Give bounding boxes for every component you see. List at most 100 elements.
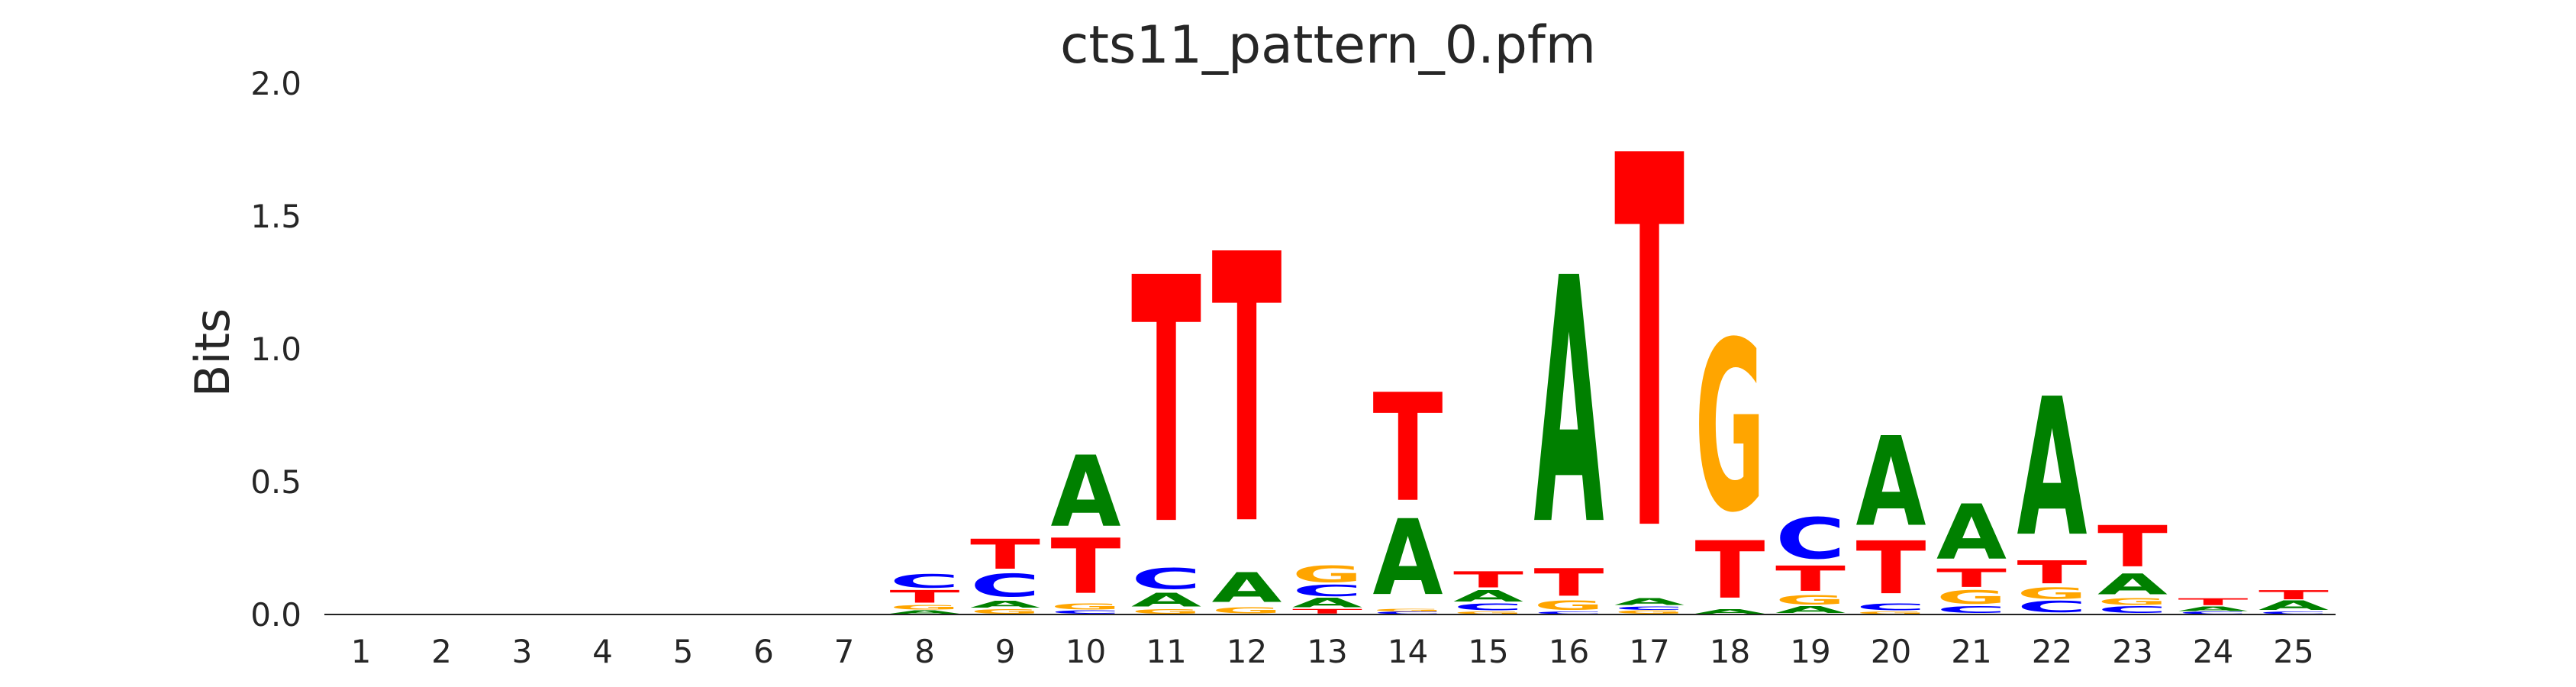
logo-letter-C: C [1775, 506, 1846, 572]
logo-letter-C: C [1453, 602, 1523, 612]
y-axis-ticks: 0.0 0.5 1.0 1.5 2.0 [250, 65, 301, 634]
x-tick-label: 23 [2112, 633, 2152, 670]
logo-letter-T: T [1212, 177, 1283, 607]
y-tick-label: 1.0 [250, 331, 301, 368]
logo-letter-A: A [1051, 436, 1121, 550]
logo-letter-A: A [2178, 605, 2249, 613]
logo-letter-G: G [1856, 611, 1926, 615]
x-tick-label: 5 [673, 633, 694, 670]
logo-letter-C: C [1614, 605, 1685, 611]
logo-letter-T: T [2017, 554, 2088, 591]
logo-letter-C: C [2178, 611, 2249, 615]
x-tick-label: 8 [914, 633, 935, 670]
logo-letter-A: A [1775, 605, 1846, 615]
logo-letter-G: G [970, 608, 1040, 615]
logo-letter-C: C [1373, 611, 1443, 615]
x-tick-label: 7 [834, 633, 855, 670]
logo-letter-A: A [1695, 608, 1765, 615]
y-tick-label: 0.5 [250, 463, 301, 501]
logo-letter-T: T [2258, 588, 2329, 602]
logo-letter-A: A [1212, 563, 1282, 611]
x-tick-label: 19 [1790, 633, 1830, 670]
logo-letter-G: G [1051, 602, 1121, 611]
logo-letter-A: A [890, 609, 960, 614]
chart-title: cts11_pattern_0.pfm [1060, 15, 1596, 76]
logo-letter-G: G [1695, 292, 1765, 564]
x-tick-label: 18 [1710, 633, 1750, 670]
logo-letter-C: C [1051, 609, 1121, 614]
logo-letter-G: G [1212, 606, 1282, 615]
x-tick-label: 16 [1549, 633, 1589, 670]
logo-letter-T: T [2097, 514, 2168, 580]
logo-letter-T: T [1534, 560, 1604, 605]
logo-letter-T: T [1695, 525, 1765, 617]
x-tick-label: 22 [2032, 633, 2072, 670]
x-tick-label: 17 [1629, 633, 1669, 670]
logo-letter-T: T [1292, 608, 1362, 615]
logo-letter-C: C [2258, 611, 2329, 615]
logo-letter-T: T [2178, 596, 2249, 607]
logo-letter-G: G [1131, 608, 1201, 615]
x-tick-label: 9 [995, 633, 1016, 670]
y-tick-label: 0.0 [250, 596, 301, 634]
logo-letter-A: A [1373, 498, 1443, 619]
x-tick-label: 14 [1388, 633, 1428, 670]
logo-letter-G: G [1534, 598, 1604, 613]
logo-letter-T: T [1936, 564, 2007, 593]
logo-letter-A: A [1614, 596, 1685, 607]
x-tick-label: 13 [1307, 633, 1347, 670]
logo-letter-T: T [1131, 208, 1202, 601]
logo-letter-A: A [2258, 598, 2329, 613]
y-tick-label: 2.0 [250, 65, 301, 102]
x-tick-label: 4 [592, 633, 613, 670]
logo-letter-C: C [2097, 605, 2168, 615]
x-axis-ticks: 1 2 3 4 5 6 7 8 9 10 11 12 13 14 15 16 17 18 19 20 21 22 23 24 2… [351, 633, 2314, 670]
logo-letter-G: G [1614, 609, 1685, 614]
x-tick-label: 1 [351, 633, 372, 670]
x-tick-label: 3 [512, 633, 533, 670]
logo-letter-A: A [1534, 208, 1605, 601]
logo-letter-G: G [1453, 611, 1523, 615]
logo-letter-C: C [1131, 563, 1201, 595]
logo-letter-C: C [1292, 582, 1362, 600]
logo-letter-T: T [1614, 50, 1685, 644]
y-axis-label: Bits [185, 308, 240, 397]
logo-letter-T: T [1051, 522, 1121, 611]
x-tick-label: 15 [1468, 633, 1508, 670]
x-tick-label: 25 [2273, 633, 2313, 670]
logo-letter-A: A [1856, 412, 1926, 555]
x-tick-label: 12 [1227, 633, 1267, 670]
logo-letter-C: C [970, 567, 1040, 604]
x-tick-label: 24 [2193, 633, 2233, 670]
logo-letter-A: A [1453, 587, 1523, 605]
logo-letter-C: C [1534, 611, 1604, 615]
x-tick-label: 10 [1066, 633, 1106, 670]
x-tick-label: 6 [753, 633, 774, 670]
logo-letter-A: A [2097, 568, 2168, 601]
logo-letter-G: G [2097, 596, 2168, 607]
logo-letter-G: G [1373, 608, 1443, 612]
logo-letter-G: G [1936, 586, 2007, 608]
logo-letter-T: T [1775, 559, 1846, 599]
x-tick-label: 21 [1951, 633, 1991, 670]
logo-letter-A: A [2017, 359, 2088, 579]
logo-letter-T: T [890, 586, 960, 607]
logo-letter-C: C [2017, 598, 2088, 616]
logo-letter-G: G [890, 604, 960, 611]
logo-letter-A: A [970, 599, 1040, 610]
x-tick-label: 11 [1146, 633, 1186, 670]
logo-letter-A: A [1936, 488, 2007, 576]
logo-letter-C: C [890, 570, 960, 592]
logo-letter-A: A [1131, 589, 1202, 611]
logo-letter-T: T [1373, 363, 1443, 535]
x-tick-label: 2 [431, 633, 452, 670]
x-tick-label: 20 [1871, 633, 1911, 670]
logo-letter-G: G [2017, 585, 2088, 603]
logo-letter-C: C [1936, 605, 2007, 615]
logo-letter-G: G [1292, 562, 1362, 588]
logo-letter-G: G [1775, 593, 1846, 608]
logo-letter-T: T [1453, 566, 1523, 592]
logo-letter-T: T [1856, 526, 1926, 611]
